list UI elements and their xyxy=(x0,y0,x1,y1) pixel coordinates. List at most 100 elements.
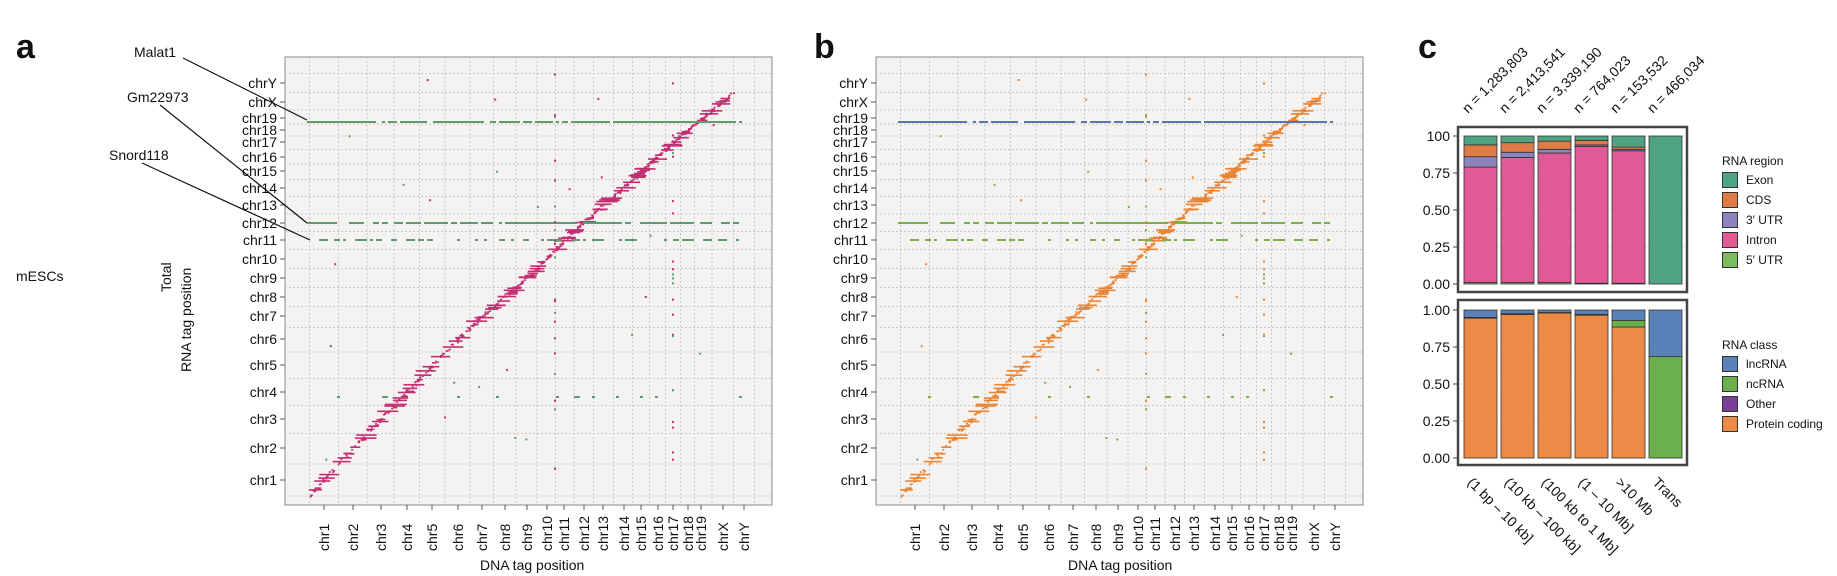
trans-contact-point xyxy=(1276,222,1279,224)
cis-contact-point xyxy=(1171,223,1174,226)
trans-contact-point xyxy=(592,222,595,224)
region-bar-segment-exon xyxy=(1463,135,1498,146)
annotation-snord118: Snord118 xyxy=(109,147,169,163)
cis-contact-point xyxy=(428,367,431,370)
trans-contact-point xyxy=(937,121,940,123)
cis-contact-point xyxy=(1148,247,1151,250)
trans-contact-point xyxy=(1255,222,1258,224)
cis-contact-point xyxy=(519,282,522,285)
trans-contact-point xyxy=(554,320,556,323)
cis-contact-point xyxy=(314,488,317,490)
trans-contact-point xyxy=(554,205,556,208)
trans-contact-point xyxy=(487,222,490,224)
cis-contact-point xyxy=(957,428,966,431)
trans-contact-point xyxy=(313,121,316,123)
cis-contact-point xyxy=(439,356,442,359)
trans-contact-point xyxy=(604,121,607,123)
trans-contact-point xyxy=(1054,222,1057,224)
cis-contact-point xyxy=(1202,196,1205,199)
cis-contact-point xyxy=(967,424,970,426)
trans-contact-point xyxy=(1078,222,1081,224)
trans-contact-point xyxy=(964,222,967,224)
trans-contact-point xyxy=(541,121,544,123)
cis-contact-point xyxy=(1207,186,1227,189)
trans-contact-point xyxy=(721,239,724,241)
cis-contact-point xyxy=(973,413,976,416)
trans-contact-point xyxy=(577,239,580,241)
cis-contact-point xyxy=(326,475,329,478)
cis-contact-point xyxy=(1169,224,1172,227)
trans-contact-point xyxy=(898,121,901,123)
cis-contact-point xyxy=(318,477,335,479)
trans-contact-point xyxy=(376,239,379,241)
trans-contact-point xyxy=(457,239,460,241)
trans-contact-point xyxy=(325,121,328,123)
trans-contact-point xyxy=(1147,239,1150,241)
cis-contact-point xyxy=(1184,212,1187,215)
region-bar-segment-intron xyxy=(1463,166,1498,283)
trans-contact-point xyxy=(597,97,600,100)
trans-contact-point xyxy=(1183,239,1186,241)
trans-contact-point xyxy=(409,239,412,241)
y-tick-label-chr16: chr16 xyxy=(241,149,277,165)
trans-contact-point xyxy=(1060,222,1063,224)
class-bar-segment-lncrna xyxy=(1500,309,1535,315)
trans-contact-point xyxy=(613,121,616,123)
cis-contact-point xyxy=(958,429,961,432)
cis-contact-point xyxy=(344,452,351,455)
cis-contact-point xyxy=(904,490,907,493)
y-tick-label-chr6: chr6 xyxy=(840,331,868,347)
trans-contact-point xyxy=(418,222,421,224)
trans-contact-point xyxy=(421,121,424,123)
cis-contact-point xyxy=(374,424,377,427)
trans-contact-point xyxy=(388,121,391,123)
cis-contact-point xyxy=(1192,205,1195,207)
trans-contact-point xyxy=(554,221,556,224)
trans-contact-point xyxy=(682,121,685,123)
cis-contact-point xyxy=(1193,198,1209,200)
trans-contact-point xyxy=(316,222,319,224)
y-tick-label-chr5: chr5 xyxy=(249,357,277,373)
trans-contact-point xyxy=(1150,222,1153,224)
trans-contact-point xyxy=(463,121,466,123)
cis-contact-point xyxy=(931,458,934,461)
trans-contact-point xyxy=(1168,396,1171,398)
trans-contact-point xyxy=(499,121,502,123)
cis-contact-point xyxy=(638,172,641,175)
trans-contact-point xyxy=(559,222,562,224)
cis-contact-point xyxy=(996,390,1006,393)
trans-contact-point xyxy=(554,337,556,340)
trans-contact-point xyxy=(643,222,646,224)
cis-contact-point xyxy=(1256,150,1259,153)
cis-contact-point xyxy=(411,386,414,389)
trans-contact-point xyxy=(355,121,358,123)
trans-contact-point xyxy=(361,121,364,123)
cis-contact-point xyxy=(1083,308,1086,310)
trans-contact-point xyxy=(595,121,598,123)
cis-contact-point xyxy=(455,336,471,339)
cis-contact-point xyxy=(1088,300,1091,303)
cis-contact-point xyxy=(711,108,714,111)
trans-contact-point xyxy=(358,121,361,123)
cis-contact-point xyxy=(614,193,617,195)
y-tick-label-chr17: chr17 xyxy=(241,134,277,150)
cis-contact-point xyxy=(1128,261,1137,263)
cis-contact-point xyxy=(537,261,546,263)
cis-contact-point xyxy=(1080,310,1083,312)
class-bar-segment-lncrna xyxy=(1648,309,1683,358)
trans-contact-point xyxy=(1012,239,1015,241)
trans-contact-point xyxy=(1201,222,1204,224)
cis-contact-point xyxy=(521,281,524,284)
trans-contact-point xyxy=(526,121,529,123)
y-tick-label-chr8: chr8 xyxy=(249,289,277,305)
cis-contact-point xyxy=(1257,147,1260,150)
region-bar-segment-exon xyxy=(1574,135,1609,141)
trans-contact-point xyxy=(1027,222,1030,224)
region-y-tick-label: 0.25 xyxy=(1422,239,1450,255)
trans-contact-point xyxy=(672,458,674,461)
trans-contact-point xyxy=(1273,239,1276,241)
trans-contact-point xyxy=(1282,121,1285,123)
trans-contact-point xyxy=(672,389,674,392)
cis-contact-point xyxy=(1262,141,1273,143)
cis-contact-point xyxy=(593,212,596,215)
